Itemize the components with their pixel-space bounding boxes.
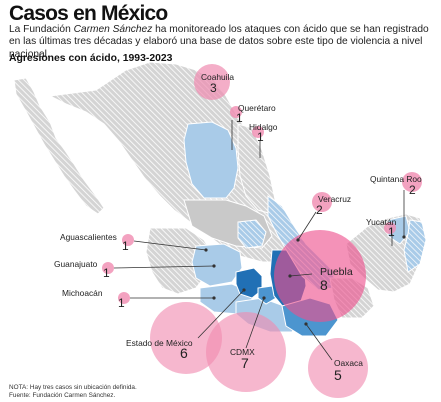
footnote-note: NOTA: Hay tres casos sin ubicación defin… xyxy=(9,384,137,391)
hidalgo-queretaro-shape xyxy=(237,219,267,249)
cdmx-state xyxy=(257,285,277,305)
count-michoacan: 1 xyxy=(118,296,125,310)
leader-aguascalientes xyxy=(133,240,207,251)
count-guanajuato: 1 xyxy=(103,266,110,280)
map-subtitle: Agresiones con ácido, 1993-2023 xyxy=(9,53,173,64)
leader-dot-aguascalientes xyxy=(204,248,208,252)
label-coahuila: Coahuila xyxy=(201,72,234,82)
leader-dot-puebla xyxy=(288,274,292,278)
leader-dot-veracruz xyxy=(296,238,300,242)
label-puebla: Puebla xyxy=(320,266,353,278)
bubble-yucatan xyxy=(384,222,396,234)
label-michoacan: Michoacán xyxy=(62,288,103,298)
baja-california-shape xyxy=(13,77,105,215)
label-oaxaca: Oaxaca xyxy=(334,358,363,368)
leader-cdmx xyxy=(245,297,265,349)
label-aguascalientes: Aguascalientes xyxy=(60,232,117,242)
leader-dot-quintana-roo xyxy=(402,235,406,239)
count-estado-de-mexico: 6 xyxy=(180,345,188,361)
intro-after: ha monitoreado los ataques con ácido que… xyxy=(9,24,429,60)
bubble-puebla xyxy=(274,230,366,322)
count-coahuila: 3 xyxy=(210,81,217,95)
leader-estado-de-mexico xyxy=(197,289,245,339)
bubble-guanajuato xyxy=(102,262,114,274)
bubble-michoacan xyxy=(118,292,130,304)
count-puebla: 8 xyxy=(320,277,328,293)
label-yucatan: Yucatán xyxy=(366,217,397,227)
leader-veracruz xyxy=(297,211,317,241)
label-hidalgo: Hidalgo xyxy=(249,122,278,132)
intro-before: La Fundación xyxy=(9,24,74,35)
count-yucatan: 1 xyxy=(388,225,395,239)
intro-text: La Fundación Carmen Sánchez ha monitorea… xyxy=(9,24,437,61)
count-oaxaca: 5 xyxy=(334,367,342,383)
coahuila-state xyxy=(183,121,239,199)
label-veracruz: Veracruz xyxy=(318,194,351,204)
bubble-quintana-roo xyxy=(402,172,422,192)
label-quintana-roo: Quintana Roo xyxy=(370,174,422,184)
leader-dot-guanajuato xyxy=(212,264,216,268)
bubble-veracruz xyxy=(312,192,332,212)
count-hidalgo: 1 xyxy=(257,130,264,144)
leader-dot-cdmx xyxy=(262,296,266,300)
leader-oaxaca xyxy=(305,323,333,361)
bubble-queretaro xyxy=(230,106,242,118)
bubble-cdmx xyxy=(206,312,286,392)
bubble-coahuila xyxy=(194,64,230,100)
count-quintana-roo: 2 xyxy=(409,183,416,197)
intro-emphasis: Carmen Sánchez xyxy=(73,24,153,35)
bubble-estado-de-mexico xyxy=(150,302,222,374)
footnote-source: Fuente: Fundación Carmen Sánchez. xyxy=(9,392,116,399)
leader-dot-estado-de-mexico xyxy=(242,288,246,292)
footnotes: NOTA: Hay tres casos sin ubicación defin… xyxy=(9,384,137,400)
label-queretaro: Querétaro xyxy=(238,103,276,113)
bajio-shape xyxy=(191,243,243,287)
bubble-oaxaca xyxy=(308,338,368,398)
leader-dot-oaxaca xyxy=(304,322,308,326)
leader-guanajuato xyxy=(113,265,215,269)
count-queretaro: 1 xyxy=(236,111,243,125)
bubble-hidalgo xyxy=(252,126,264,138)
page-title: Casos en México xyxy=(9,2,168,25)
label-guanajuato: Guanajuato xyxy=(54,259,98,269)
count-aguascalientes: 1 xyxy=(122,239,129,253)
count-cdmx: 7 xyxy=(241,355,249,371)
count-veracruz: 2 xyxy=(316,203,323,217)
quintana-roo-state xyxy=(403,219,427,273)
label-cdmx: CDMX xyxy=(230,347,255,357)
leader-puebla xyxy=(289,273,313,277)
leader-dot-michoacan xyxy=(212,296,216,300)
label-estado-de-mexico: Estado de México xyxy=(126,338,193,348)
bubble-aguascalientes xyxy=(122,234,134,246)
